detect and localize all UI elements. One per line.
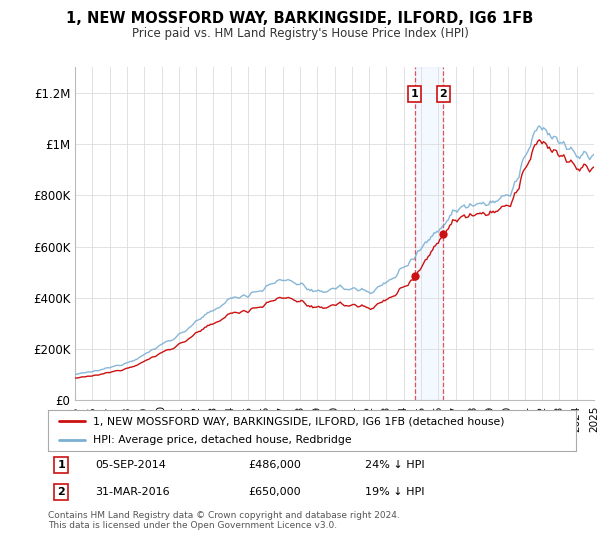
Text: 31-MAR-2016: 31-MAR-2016 bbox=[95, 487, 170, 497]
Text: 2: 2 bbox=[58, 487, 65, 497]
Text: 2: 2 bbox=[440, 89, 448, 99]
Text: HPI: Average price, detached house, Redbridge: HPI: Average price, detached house, Redb… bbox=[93, 435, 352, 445]
Text: 1: 1 bbox=[58, 460, 65, 470]
Text: 24% ↓ HPI: 24% ↓ HPI bbox=[365, 460, 424, 470]
Text: £650,000: £650,000 bbox=[248, 487, 301, 497]
Text: 1, NEW MOSSFORD WAY, BARKINGSIDE, ILFORD, IG6 1FB: 1, NEW MOSSFORD WAY, BARKINGSIDE, ILFORD… bbox=[67, 11, 533, 26]
Text: £486,000: £486,000 bbox=[248, 460, 302, 470]
Text: 1: 1 bbox=[410, 89, 418, 99]
Text: 19% ↓ HPI: 19% ↓ HPI bbox=[365, 487, 424, 497]
Text: 05-SEP-2014: 05-SEP-2014 bbox=[95, 460, 166, 470]
Text: Price paid vs. HM Land Registry's House Price Index (HPI): Price paid vs. HM Land Registry's House … bbox=[131, 27, 469, 40]
Text: 1, NEW MOSSFORD WAY, BARKINGSIDE, ILFORD, IG6 1FB (detached house): 1, NEW MOSSFORD WAY, BARKINGSIDE, ILFORD… bbox=[93, 417, 505, 426]
Text: Contains HM Land Registry data © Crown copyright and database right 2024.
This d: Contains HM Land Registry data © Crown c… bbox=[48, 511, 400, 530]
Bar bbox=[415, 67, 443, 400]
